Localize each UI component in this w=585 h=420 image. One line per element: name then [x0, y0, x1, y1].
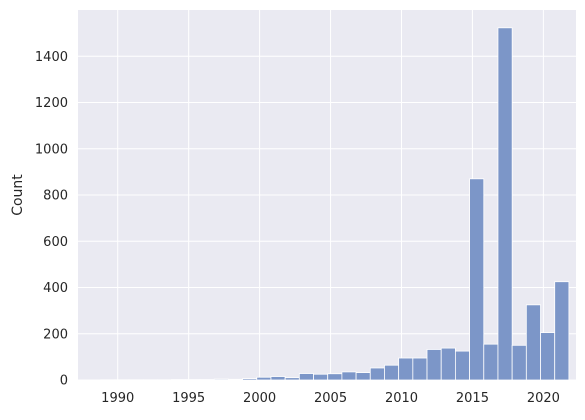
x-tick-label: 2020: [527, 391, 560, 406]
histogram-bar: [285, 378, 299, 380]
histogram-bar: [228, 379, 242, 380]
y-tick-label: 1200: [35, 96, 68, 111]
y-tick-label: 1000: [35, 142, 68, 157]
histogram-bar: [541, 333, 555, 380]
histogram-bar: [214, 379, 228, 380]
histogram-bar: [370, 368, 384, 380]
y-tick-label: 400: [43, 281, 68, 296]
histogram-bar: [441, 348, 455, 380]
histogram-bar: [342, 372, 356, 380]
histogram-bar: [271, 377, 285, 380]
histogram-bar: [470, 179, 484, 380]
y-tick-label: 1400: [35, 50, 68, 65]
y-tick-label: 800: [43, 189, 68, 204]
histogram-bar: [299, 374, 313, 380]
histogram-bar: [498, 28, 512, 380]
y-tick-label: 600: [43, 235, 68, 250]
histogram-bar: [413, 358, 427, 380]
y-tick-labels: 0 200 400 600 800 1000 1200 1400: [35, 50, 68, 389]
x-tick-label: 1990: [101, 391, 134, 406]
x-tick-label: 2010: [385, 391, 418, 406]
histogram-bar: [555, 282, 569, 380]
y-tick-label: 200: [43, 327, 68, 342]
histogram-bar: [328, 374, 342, 380]
histogram-bar: [526, 305, 540, 380]
x-tick-labels: 1990 1995 2000 2005 2010 2015 2020: [101, 391, 560, 406]
y-tick-label: 0: [60, 374, 68, 389]
histogram-bar: [243, 379, 257, 380]
x-tick-label: 1995: [172, 391, 205, 406]
x-tick-label: 2005: [314, 391, 347, 406]
histogram-bar: [384, 365, 398, 380]
histogram-bar: [314, 374, 328, 380]
histogram-bar: [427, 349, 441, 380]
histogram-bar: [484, 344, 498, 380]
x-tick-label: 2015: [456, 391, 489, 406]
histogram-bar: [512, 345, 526, 380]
histogram-bar: [455, 351, 469, 380]
histogram-bar: [399, 358, 413, 380]
x-tick-label: 2000: [243, 391, 276, 406]
histogram-bar: [356, 373, 370, 380]
y-axis-label: Count: [10, 174, 26, 216]
histogram-bar: [257, 377, 271, 380]
